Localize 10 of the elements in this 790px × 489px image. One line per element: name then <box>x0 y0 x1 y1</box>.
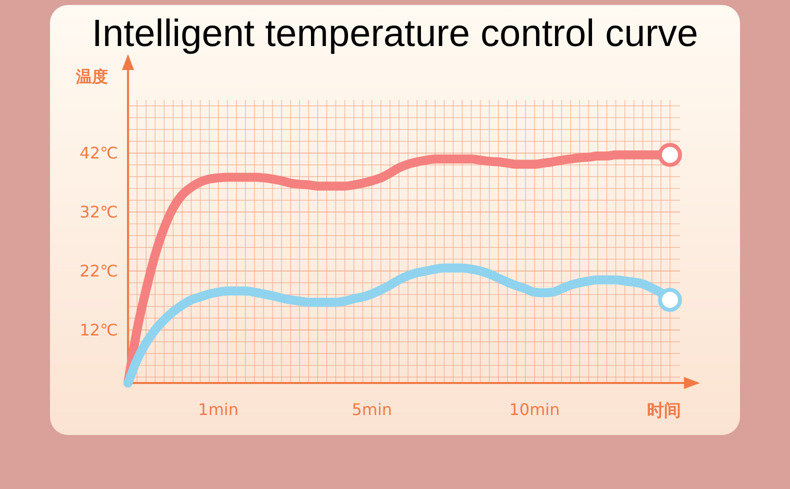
x-tick-label: 10min <box>509 400 560 419</box>
y-tick-label: 42℃ <box>80 144 118 163</box>
y-tick-label: 22℃ <box>80 262 118 281</box>
y-tick-label: 32℃ <box>80 202 118 222</box>
y-tick-label: 12℃ <box>80 320 118 340</box>
x-tick-label: 1min <box>198 400 239 419</box>
chart-title: Intelligent temperature control curve <box>92 13 698 55</box>
x-tick-label: 5min <box>352 400 392 419</box>
y-axis-title: 温度 <box>75 67 108 86</box>
x-axis-title: 时间 <box>647 401 681 421</box>
